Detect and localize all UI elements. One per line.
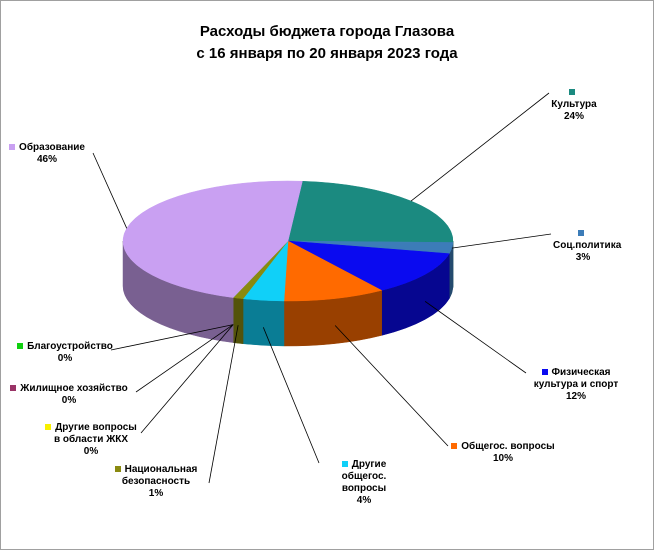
legend-swatch [114,466,121,472]
value-label: 24% [563,111,584,122]
leader-line [140,324,234,434]
slice-side [242,298,285,347]
chart-title: Расходы бюджета города Глазова [199,23,455,40]
value-label: 12% [565,391,586,402]
category-label: Другие вопросы в области ЖКХ [53,422,137,445]
value-label: 1% [148,488,164,499]
data-label: Благоустройство 0% [15,341,115,365]
value-label: 0% [57,353,73,364]
data-label: Жилищное хозяйство 0% [9,383,129,407]
value-label: 46% [36,154,57,165]
legend-swatch [341,461,348,467]
category-label: Другие общегос. вопросы [341,459,387,494]
legend-swatch [541,369,548,375]
leader-line [135,324,234,393]
chart-subtitle: с 16 января по 20 января 2023 года [196,45,458,62]
leader-line [92,152,128,229]
legend-swatch [578,230,584,236]
data-label: Образование 46% [7,142,87,166]
value-label: 0% [83,446,99,457]
leader-line [410,92,550,202]
leader-line [110,324,234,351]
slice [287,180,454,243]
data-label: Другие общегос. вопросы 4% [319,459,409,507]
data-label: Соц.политика 3% [553,228,621,264]
legend-swatch [10,385,17,391]
legend-swatch [45,424,52,430]
leader-line [262,327,320,464]
leader-line [451,233,552,249]
data-label: Общегос. вопросы 10% [448,441,558,465]
legend-swatch [451,443,458,449]
value-label: 0% [61,395,77,406]
value-label: 3% [575,252,591,263]
slice [122,180,303,298]
slice [287,240,450,291]
data-label: Культура 24% [549,87,599,123]
category-label: Культура [551,99,597,110]
legend-swatch [9,144,16,150]
legend-swatch [569,89,575,95]
leader-line [424,301,527,374]
leader-line [208,325,239,484]
leader-line [334,325,449,447]
category-label: Благоустройство [27,341,113,352]
category-label: Национальная безопасность [121,464,198,487]
slice [283,240,383,302]
value-label: 10% [492,453,513,464]
category-label: Соц.политика [553,240,622,251]
category-label: Физическая культура и спорт [533,367,619,390]
value-label: 4% [356,495,372,506]
category-label: Образование [19,142,85,153]
legend-swatch [17,343,24,349]
data-label: Другие вопросы в области ЖКХ 0% [41,422,141,458]
data-label: Национальная безопасность 1% [111,464,201,500]
slice-side [232,297,244,345]
data-label: Физическая культура и спорт 12% [521,367,631,403]
category-label: Жилищное хозяйство [20,383,128,394]
category-label: Общегос. вопросы [461,441,555,452]
